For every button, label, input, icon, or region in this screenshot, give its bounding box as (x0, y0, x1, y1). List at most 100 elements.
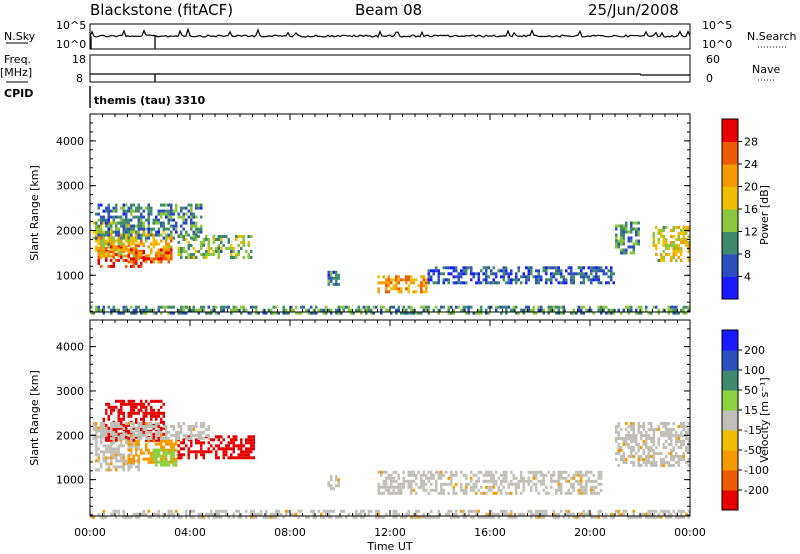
data-cell (210, 512, 213, 516)
data-cell (130, 457, 133, 461)
data-cell (665, 244, 668, 247)
data-cell (677, 238, 680, 241)
data-cell (612, 512, 615, 516)
data-cell (675, 512, 678, 516)
data-cell (540, 275, 543, 279)
data-cell (230, 244, 233, 247)
data-cell (395, 485, 398, 489)
data-cell (432, 272, 435, 276)
data-cell (210, 253, 213, 256)
data-cell (485, 278, 488, 282)
data-cell (632, 431, 635, 434)
data-cell (167, 215, 170, 219)
data-cell (162, 432, 165, 436)
data-cell (160, 437, 163, 440)
data-cell (640, 458, 643, 461)
data-cell (140, 399, 143, 403)
data-cell (197, 230, 200, 234)
data-cell (97, 468, 100, 472)
data-cell (127, 248, 130, 252)
data-cell (672, 244, 675, 247)
data-cell (275, 305, 278, 309)
data-cell (145, 448, 148, 452)
data-cell (355, 512, 358, 516)
data-cell (392, 491, 395, 495)
data-cell (452, 515, 455, 519)
data-cell (107, 402, 110, 406)
data-cell (567, 272, 570, 276)
data-cell (115, 432, 118, 436)
data-cell (132, 236, 135, 240)
data-cell (145, 260, 148, 264)
data-cell (537, 308, 540, 312)
data-cell (130, 227, 133, 231)
data-cell (185, 515, 188, 519)
data-cell (337, 484, 340, 488)
data-cell (400, 515, 403, 519)
data-cell (470, 479, 473, 483)
data-cell (127, 414, 130, 418)
data-cell (377, 482, 380, 486)
data-cell (442, 488, 445, 492)
data-cell (680, 434, 683, 437)
data-cell (97, 258, 100, 262)
data-cell (517, 479, 520, 483)
data-cell (547, 278, 550, 282)
data-cell (592, 473, 595, 477)
data-cell (200, 244, 203, 247)
data-cell (125, 441, 128, 445)
data-cell (170, 236, 173, 240)
data-cell (555, 512, 558, 516)
data-cell (602, 515, 605, 519)
data-cell (637, 227, 640, 231)
data-cell (175, 460, 178, 464)
data-cell (505, 269, 508, 273)
data-cell (647, 449, 650, 452)
data-cell (145, 405, 148, 409)
data-cell (407, 275, 410, 279)
data-cell (155, 239, 158, 243)
data-cell (132, 411, 135, 415)
data-cell (670, 428, 673, 431)
data-cell (395, 308, 398, 312)
data-cell (630, 434, 633, 437)
data-cell (410, 482, 413, 486)
data-cell (615, 236, 618, 240)
data-cell (120, 456, 123, 460)
data-cell (162, 245, 165, 249)
data-cell (185, 250, 188, 253)
data-cell (387, 476, 390, 480)
data-cell (632, 449, 635, 452)
data-cell (402, 308, 405, 312)
data-cell (557, 515, 560, 519)
data-cell (542, 479, 545, 483)
data-cell (442, 281, 445, 285)
data-cell (677, 461, 680, 464)
data-cell (137, 402, 140, 406)
data-cell (330, 478, 333, 482)
data-cell (142, 230, 145, 234)
data-cell (582, 272, 585, 276)
data-cell (122, 453, 125, 457)
data-cell (645, 461, 648, 464)
data-cell (107, 239, 110, 243)
data-cell (117, 425, 120, 428)
data-cell (237, 250, 240, 253)
data-cell (580, 482, 583, 486)
data-cell (410, 473, 413, 477)
data-cell (392, 488, 395, 492)
data-cell (162, 254, 165, 258)
data-cell (137, 305, 140, 309)
data-cell (217, 238, 220, 241)
data-cell (102, 236, 105, 240)
data-cell (590, 266, 593, 270)
data-cell (607, 269, 610, 273)
data-cell (385, 278, 388, 282)
data-cell (237, 453, 240, 457)
data-cell (680, 229, 683, 232)
data-cell (235, 438, 238, 442)
data-cell (127, 227, 130, 231)
data-cell (440, 305, 443, 309)
data-cell (110, 431, 113, 434)
data-cell (122, 308, 125, 312)
